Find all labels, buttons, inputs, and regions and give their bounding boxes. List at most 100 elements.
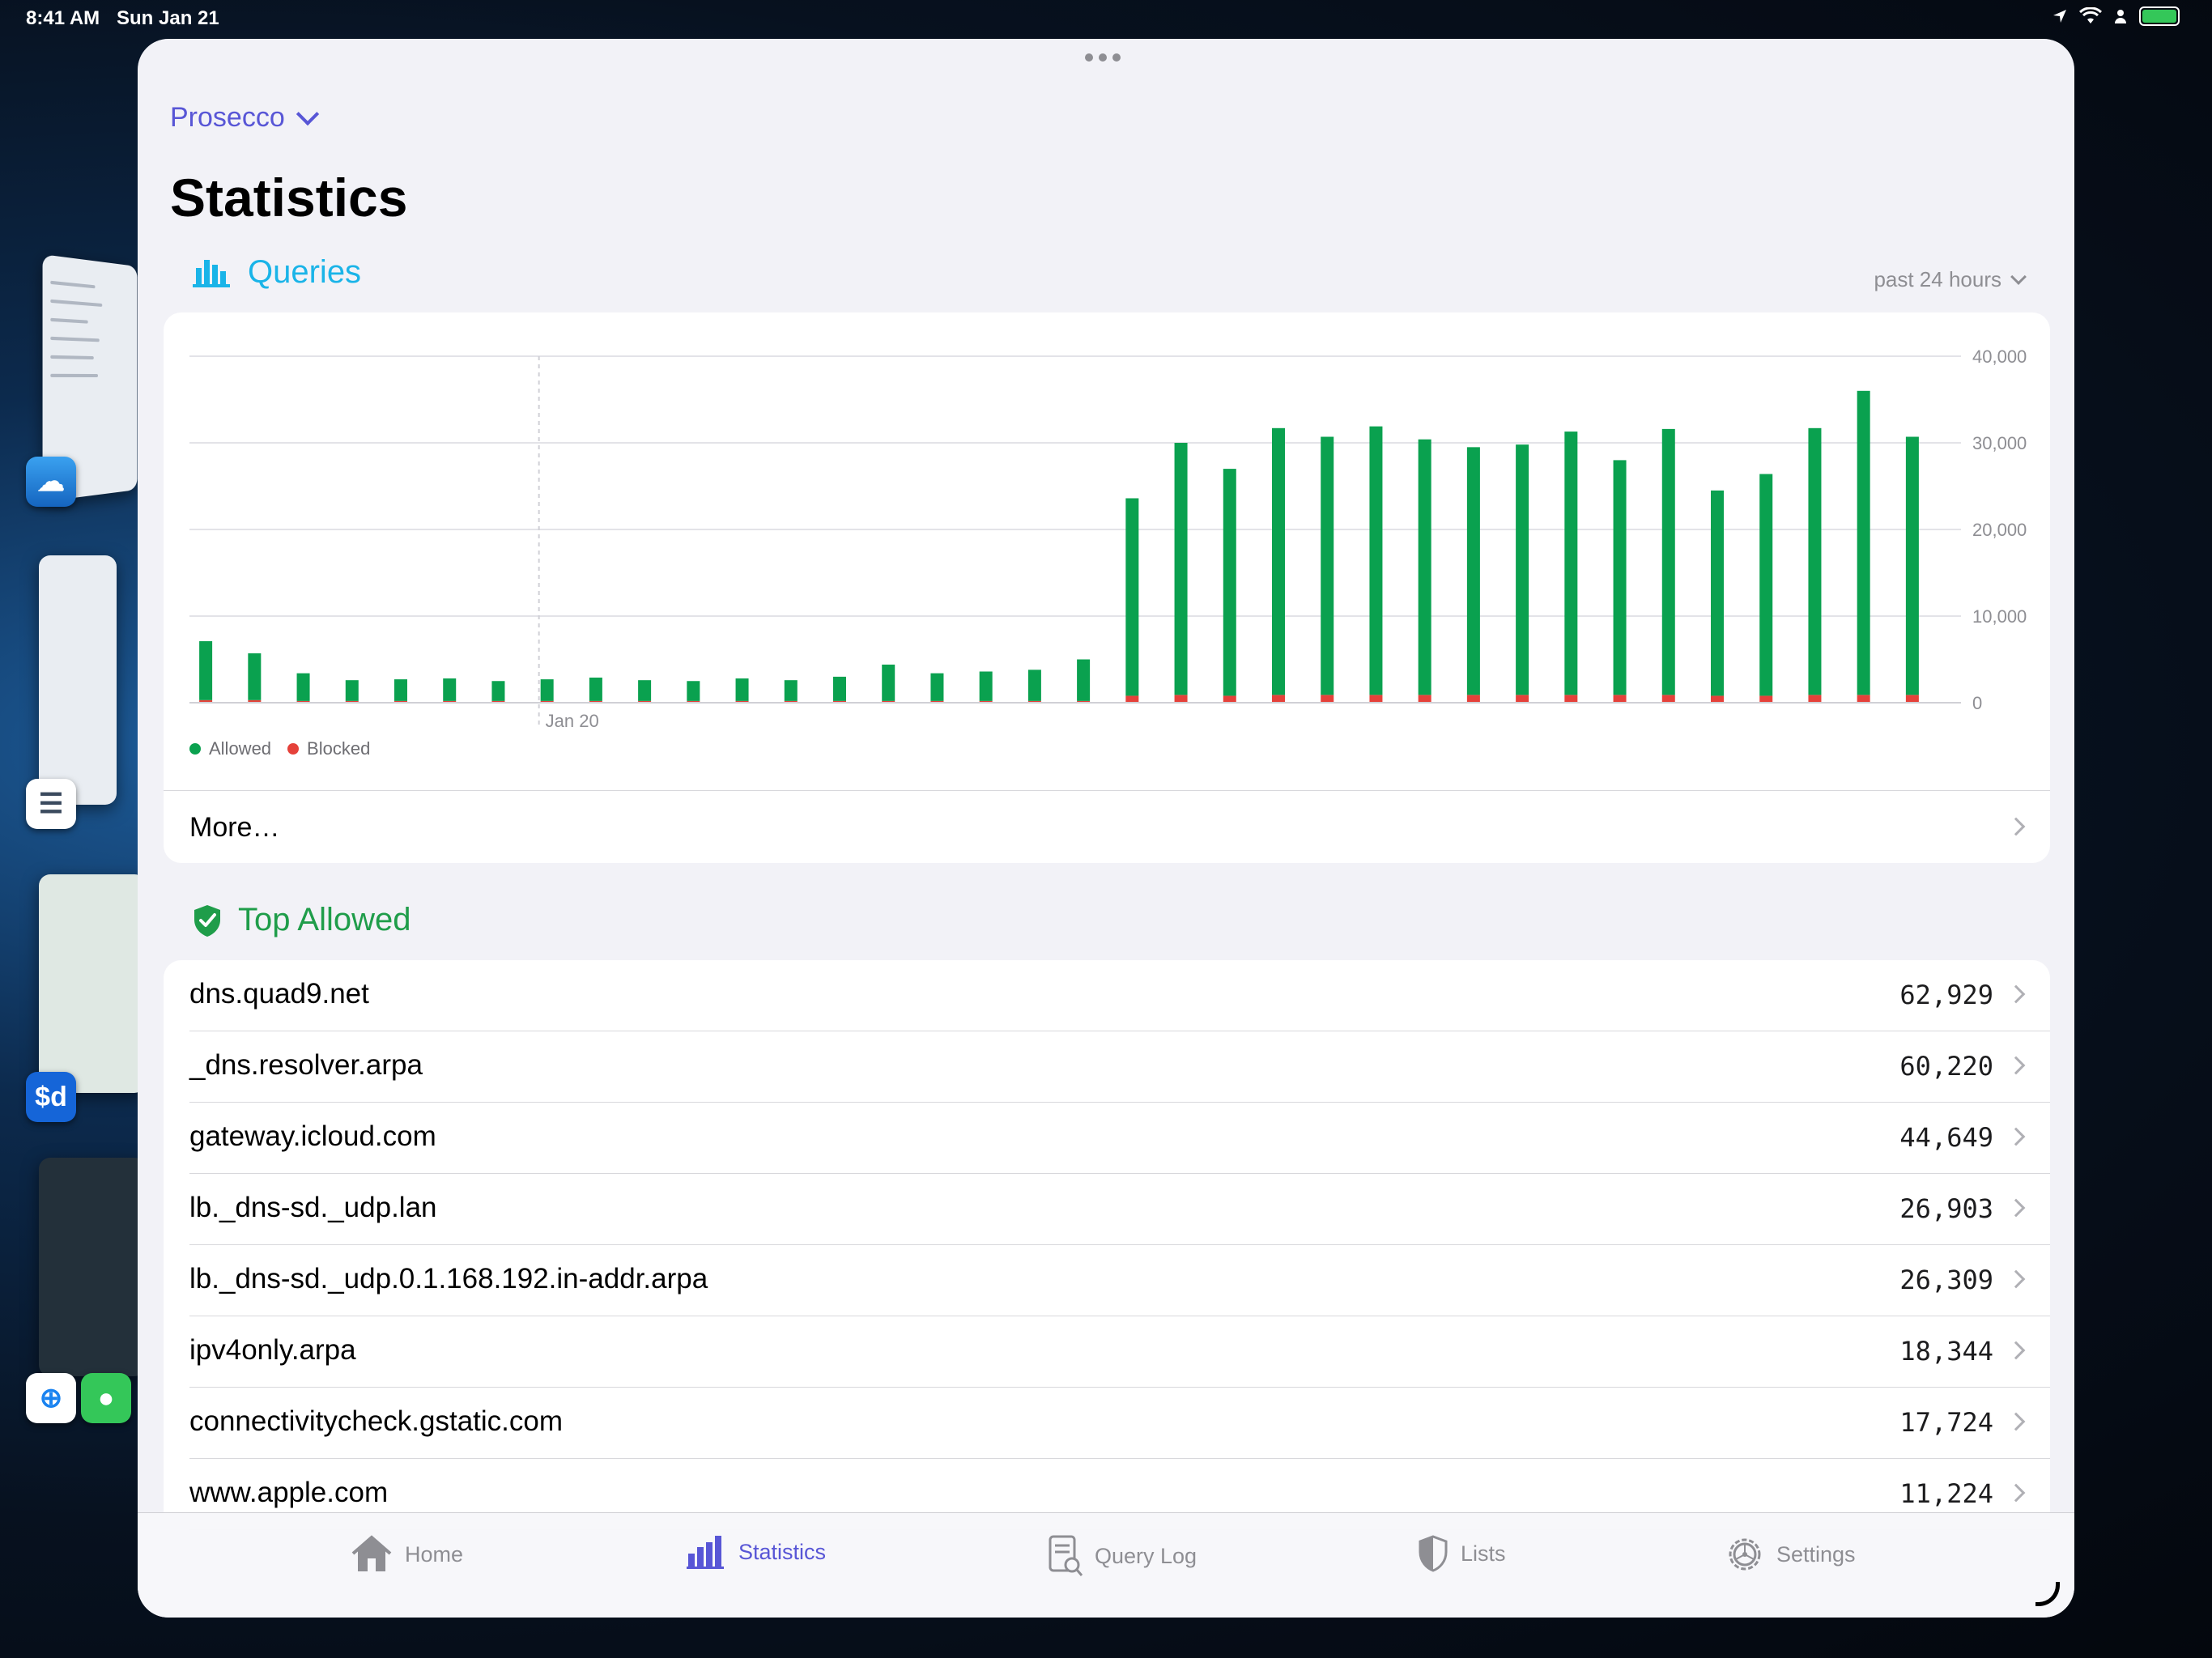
person-icon — [2115, 10, 2126, 23]
bar-blocked — [1077, 700, 1091, 703]
messages-app-icon[interactable]: ● — [81, 1373, 131, 1423]
bar-allowed — [1905, 436, 1919, 695]
chevron-right-icon — [2006, 984, 2026, 1004]
bar-blocked — [394, 700, 407, 703]
bar-blocked — [1125, 695, 1139, 703]
top-allowed-list: dns.quad9.net 62,929 _dns.resolver.arpa … — [164, 960, 2050, 1551]
x-tick-label: Jan 20 — [546, 711, 599, 731]
domain-name: gateway.icloud.com — [189, 1120, 436, 1152]
legend-label: Blocked — [307, 738, 371, 759]
bar-blocked — [1661, 695, 1675, 703]
bar-blocked — [833, 700, 846, 703]
domain-name: lb._dns-sd._udp.0.1.168.192.in-addr.arpa — [189, 1263, 708, 1295]
bar-allowed — [1418, 439, 1431, 695]
chart-legend: Allowed Blocked — [189, 738, 370, 759]
list-item[interactable]: ipv4only.arpa 18,344 — [164, 1316, 2050, 1388]
time-range-picker[interactable]: past 24 hours — [1874, 267, 2027, 292]
document-search-icon — [1049, 1535, 1083, 1576]
chevron-right-icon — [2006, 1198, 2026, 1218]
tab-bar: Home Statistics Query Log Lists Settings — [138, 1512, 2074, 1618]
bar-allowed — [1077, 659, 1091, 701]
domain-name: dns.quad9.net — [189, 978, 369, 1010]
cloud-app-icon[interactable]: ☁ — [26, 457, 76, 507]
list-item[interactable]: _dns.resolver.arpa 60,220 — [164, 1031, 2050, 1103]
domain-name: connectivitycheck.gstatic.com — [189, 1405, 564, 1437]
tab-label: Statistics — [738, 1539, 827, 1564]
bar-blocked — [1466, 695, 1480, 703]
bar-allowed — [1808, 427, 1822, 695]
bar-blocked — [1418, 695, 1431, 703]
tab-label: Query Log — [1095, 1543, 1197, 1568]
bar-allowed — [199, 641, 213, 700]
bar-allowed — [248, 653, 262, 700]
bar-allowed — [1857, 390, 1870, 695]
bar-allowed — [735, 678, 749, 701]
bar-allowed — [1661, 428, 1675, 695]
tab-label: Settings — [1776, 1541, 1856, 1567]
y-tick-label: 10,000 — [1972, 606, 2027, 627]
background-app-window[interactable] — [39, 555, 117, 805]
chevron-right-icon — [2006, 1412, 2026, 1431]
bar-blocked — [638, 700, 652, 703]
list-item[interactable]: lb._dns-sd._udp.0.1.168.192.in-addr.arpa… — [164, 1245, 2050, 1316]
bar-blocked — [1905, 695, 1919, 703]
background-app-window[interactable] — [39, 1158, 146, 1376]
bar-blocked — [589, 700, 602, 703]
tab-settings[interactable]: Settings — [1725, 1534, 1856, 1575]
y-tick-label: 0 — [1972, 693, 1982, 713]
bar-blocked — [1174, 695, 1188, 703]
queries-chart-card: 0 10,000 20,000 30,000 40,000 Jan 20 Allowed … — [164, 312, 2050, 863]
location-icon — [2053, 10, 2066, 23]
bar-allowed — [1272, 427, 1285, 695]
chevron-right-icon — [2006, 1269, 2026, 1289]
bar-allowed — [1321, 436, 1334, 695]
app-window: Prosecco Statistics Queries past 24 hour… — [138, 39, 2074, 1618]
tab-lists[interactable]: Lists — [1417, 1534, 1506, 1573]
bar-blocked — [784, 700, 798, 703]
list-item[interactable]: connectivitycheck.gstatic.com 17,724 — [164, 1388, 2050, 1459]
domain-name: _dns.resolver.arpa — [189, 1049, 423, 1081]
queries-header: Queries — [193, 254, 361, 291]
bar-allowed — [1466, 447, 1480, 695]
bar-allowed — [1564, 432, 1578, 695]
chevron-right-icon — [2006, 817, 2026, 836]
query-count: 18,344 — [1899, 1336, 1993, 1367]
list-item[interactable]: gateway.icloud.com 44,649 — [164, 1103, 2050, 1174]
bar-blocked — [735, 700, 749, 703]
tab-query-log[interactable]: Query Log — [1048, 1534, 1197, 1578]
bar-allowed — [394, 679, 407, 701]
bar-allowed — [1027, 670, 1041, 701]
bar-blocked — [1808, 695, 1822, 703]
list-app-icon[interactable]: ☰ — [26, 779, 76, 829]
bar-blocked — [1516, 695, 1529, 703]
legend-item-blocked: Blocked — [287, 738, 370, 759]
bar-chart-icon — [687, 1536, 724, 1569]
window-resize-handle[interactable] — [2035, 1582, 2060, 1606]
wifi-icon — [2079, 7, 2102, 23]
tab-statistics[interactable]: Statistics — [687, 1534, 826, 1570]
tab-home[interactable]: Home — [350, 1534, 463, 1575]
bar-blocked — [1857, 695, 1870, 703]
background-app-window[interactable] — [39, 874, 146, 1093]
top-allowed-header: Top Allowed — [193, 902, 410, 938]
more-statistics-row[interactable]: More… — [164, 790, 2050, 863]
bar-blocked — [1759, 695, 1773, 703]
bar-blocked — [687, 700, 700, 703]
list-item[interactable]: lb._dns-sd._udp.lan 26,903 — [164, 1174, 2050, 1245]
safari-app-icon[interactable]: ⊕ — [26, 1373, 76, 1423]
shield-icon — [1419, 1535, 1448, 1572]
bar-allowed — [784, 680, 798, 701]
slickdeals-app-icon[interactable]: $d — [26, 1072, 76, 1122]
window-grabber[interactable] — [1085, 53, 1121, 62]
chevron-right-icon — [2006, 1127, 2026, 1146]
more-label: More… — [189, 812, 280, 843]
bar-allowed — [687, 681, 700, 701]
bar-blocked — [443, 700, 457, 703]
battery-icon — [2139, 6, 2180, 26]
bar-blocked — [1027, 700, 1041, 703]
server-picker[interactable]: Prosecco — [170, 102, 319, 134]
bar-allowed — [1369, 426, 1383, 695]
query-count: 44,649 — [1899, 1122, 1993, 1153]
list-item[interactable]: dns.quad9.net 62,929 — [164, 960, 2050, 1031]
status-bar: 8:41 AM Sun Jan 21 — [0, 0, 2212, 37]
